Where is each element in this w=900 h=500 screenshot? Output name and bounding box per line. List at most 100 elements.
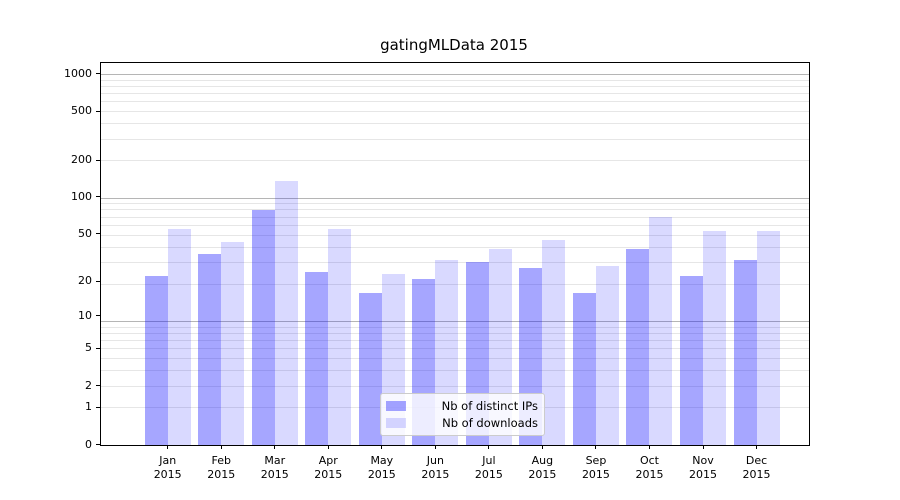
legend-label-distinct-ips: Nb of distinct IPs: [441, 399, 538, 414]
gridline-minor: [101, 160, 809, 162]
bar-downloads-feb: [221, 241, 245, 445]
x-axis-tick-label: Jun 2015: [421, 453, 450, 481]
gridline-minor: [101, 262, 809, 264]
y-axis-tick: [96, 73, 101, 75]
bar-distinct-ips-nov: [680, 276, 703, 445]
legend-swatch-downloads-icon: [386, 417, 406, 428]
y-axis-tick-label: 20: [78, 274, 92, 288]
x-axis-tick: [541, 444, 543, 449]
x-axis-tick-label: May 2015: [367, 453, 396, 481]
y-axis-tick: [96, 315, 101, 317]
gridline-minor: [101, 224, 809, 226]
x-axis-tick-label: Dec 2015: [742, 453, 771, 481]
x-axis-tick: [488, 444, 490, 449]
x-axis-tick-label: Aug 2015: [528, 453, 557, 481]
bar-distinct-ips-feb: [198, 253, 222, 445]
bar-distinct-ips-dec: [733, 260, 757, 445]
bar-downloads-mar: [274, 181, 298, 445]
y-axis-tick-label: 2: [85, 378, 92, 392]
gridline-minor: [101, 138, 809, 140]
y-axis-tick-label: 10: [78, 308, 92, 322]
x-axis-tick-label: Oct 2015: [635, 453, 664, 481]
y-axis-tick: [96, 196, 101, 198]
bar-distinct-ips-mar: [251, 210, 275, 445]
bar-downloads-jan: [167, 228, 191, 445]
x-axis-tick: [274, 444, 276, 449]
gridline-minor: [101, 370, 809, 372]
gridline-minor: [101, 93, 809, 95]
gridline-minor: [101, 216, 809, 218]
gridline-major: [101, 74, 809, 75]
gridline-major: [101, 197, 809, 199]
y-axis-tick: [96, 444, 101, 445]
gridline-minor: [101, 326, 809, 328]
chart-title: gatingMLData 2015: [380, 36, 528, 54]
bar-downloads-sep: [595, 265, 619, 445]
y-axis-tick-label: 500: [71, 104, 92, 118]
x-axis-tick-label: Jan 2015: [153, 453, 182, 481]
y-axis-tick-label: 200: [71, 153, 92, 167]
gridline-minor: [101, 358, 809, 360]
gridline-minor: [101, 111, 809, 113]
x-axis-tick: [648, 444, 650, 449]
x-axis-tick: [756, 444, 758, 449]
y-axis-tick: [96, 159, 101, 161]
bar-distinct-ips-apr: [305, 271, 329, 445]
legend-row-distinct-ips: Nb of distinct IPs: [386, 398, 538, 414]
bar-distinct-ips-may: [358, 292, 382, 445]
gridline-major: [101, 321, 809, 322]
gridline-minor: [101, 209, 809, 211]
x-axis-tick-label: Sep 2015: [581, 453, 610, 481]
y-axis-tick: [96, 385, 101, 387]
plot-area: 0 1 2 5 10 20 50 100 200 500 1000 Jan 2015 Feb 2015 Mar…: [64, 62, 810, 481]
legend-swatch-distinct-ips-icon: [386, 401, 406, 412]
y-axis-tick-label: 100: [71, 189, 92, 203]
gridline-minor: [101, 340, 809, 342]
x-axis-tick-label: Feb 2015: [207, 453, 236, 481]
gridline-minor: [101, 101, 809, 103]
gridline-minor: [101, 246, 809, 248]
bar-distinct-ips-jan: [144, 276, 168, 445]
bar-distinct-ips-oct: [626, 249, 650, 445]
gridline-minor: [101, 385, 809, 387]
x-axis-tick-label: Nov 2015: [689, 453, 717, 481]
y-axis-tick: [96, 233, 101, 235]
bar-downloads-dec: [756, 230, 780, 445]
legend-row-downloads: Nb of downloads: [386, 415, 538, 431]
x-axis-tick-label: Jul 2015: [474, 453, 503, 481]
x-axis-tick: [595, 444, 597, 449]
y-axis-tick: [96, 280, 101, 282]
x-axis-tick: [220, 444, 222, 449]
gridline-minor: [101, 123, 809, 125]
x-axis-tick-label: Mar 2015: [260, 453, 289, 481]
legend-label-downloads: Nb of downloads: [442, 415, 538, 430]
bar-downloads-aug: [542, 240, 566, 445]
y-axis-tick-label: 5: [85, 341, 92, 355]
gridline-minor: [101, 234, 809, 236]
y-axis-tick: [96, 110, 101, 112]
bar-distinct-ips-sep: [572, 292, 596, 445]
gridline-minor: [101, 332, 809, 334]
y-axis-tick-label: 1: [85, 400, 92, 414]
legend: Nb of distinct IPs Nb of downloads: [380, 393, 545, 436]
bar-downloads-oct: [649, 216, 673, 445]
x-axis-tick: [434, 444, 436, 449]
y-axis-tick-label: 50: [78, 226, 92, 240]
x-axis-tick: [381, 444, 383, 449]
x-axis-tick-label: Apr 2015: [314, 453, 343, 481]
gridline-minor: [101, 283, 809, 285]
gridline-minor: [101, 203, 809, 205]
y-axis-tick-label: 0: [85, 437, 92, 451]
gridline-minor: [101, 348, 809, 350]
gridline-minor: [101, 85, 809, 87]
y-axis-tick: [96, 347, 101, 349]
x-axis-tick: [327, 444, 329, 449]
gridline-minor: [101, 79, 809, 81]
y-axis-tick-label: 1000: [64, 66, 92, 80]
x-axis-tick: [167, 444, 169, 449]
bar-downloads-apr: [328, 228, 352, 445]
x-axis-tick: [702, 444, 704, 449]
y-axis-tick: [96, 406, 101, 408]
bar-downloads-nov: [703, 230, 726, 445]
